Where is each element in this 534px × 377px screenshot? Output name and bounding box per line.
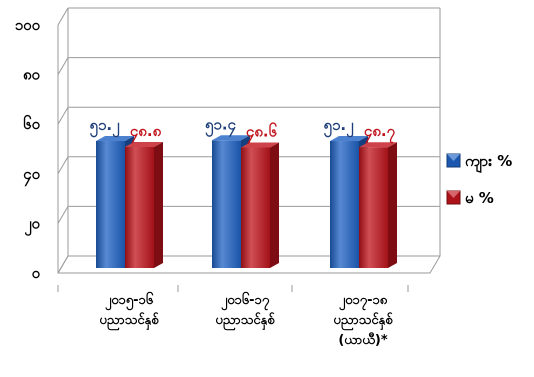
data-label: ၅၁.၄: [205, 115, 237, 137]
data-label: ၅၁.၂: [324, 116, 355, 138]
x-tick-label: ၂၀၁၆-၁၇: [221, 291, 270, 311]
data-label: ၄၈.၆: [246, 121, 278, 144]
bar: [96, 141, 125, 268]
legend-label: ကျား %: [465, 152, 512, 173]
bar: [125, 146, 154, 268]
y-tick-label: ၆၀: [23, 114, 40, 133]
x-tick-label: (ယာယီ)*: [338, 331, 387, 348]
x-tick-label: ပညာသင်နှစ်: [333, 311, 393, 331]
x-tick-label: ၂၀၁၇-၁၈: [339, 293, 388, 311]
y-tick-label: ၀: [32, 264, 41, 282]
bar-side: [270, 142, 279, 268]
data-label: ၄၈.၇: [364, 122, 396, 144]
data-label: ၅၁.၂: [90, 116, 121, 138]
bar-top: [96, 136, 134, 142]
bar-top: [125, 141, 163, 147]
bar-side: [388, 142, 397, 268]
gridline-side: [57, 106, 69, 125]
bar: [212, 140, 241, 268]
data-label: ၄၈.၈: [130, 122, 162, 144]
y-tick-label: ၄၀: [23, 165, 40, 187]
bar: [241, 147, 270, 268]
y-tick-label: ၁၀၀: [15, 16, 41, 34]
gridline-side: [57, 206, 69, 224]
bar-top: [359, 142, 397, 148]
x-tick-label: ပညာသင်နှစ်: [99, 311, 159, 331]
chart-floor: [57, 255, 441, 274]
bar-top: [241, 142, 279, 148]
legend-swatch-highlight: [447, 154, 460, 161]
x-tick-label: ပညာသင်နှစ်: [215, 311, 275, 331]
legend-swatch-highlight: [447, 191, 460, 198]
gridline-side: [57, 7, 69, 26]
x-tick-label: ၂၀၁၅-၁၆: [105, 291, 154, 311]
bar-top: [212, 135, 250, 141]
y-tick-label: ၈၀: [23, 66, 41, 84]
bar-top: [330, 136, 368, 142]
gridline-side: [57, 57, 69, 75]
legend-label: မ %: [465, 189, 494, 207]
bar-side: [154, 141, 163, 268]
bar: [359, 147, 388, 268]
gridline-side: [57, 156, 69, 175]
bar: [330, 141, 359, 268]
y-tick-label: ၂၀: [24, 214, 40, 236]
